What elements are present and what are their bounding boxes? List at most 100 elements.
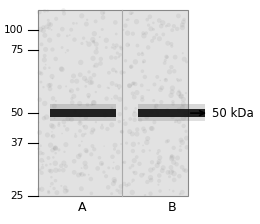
Point: [40, 166, 44, 169]
Point: [118, 45, 122, 49]
Point: [128, 166, 132, 170]
Point: [49, 23, 53, 26]
Point: [132, 110, 136, 114]
Point: [161, 166, 165, 169]
Point: [39, 80, 43, 84]
Point: [176, 79, 180, 83]
Point: [65, 128, 69, 131]
Point: [158, 79, 162, 82]
Point: [80, 42, 84, 45]
Point: [164, 78, 168, 81]
Point: [76, 88, 80, 91]
Point: [57, 123, 61, 127]
Point: [64, 164, 68, 168]
Point: [131, 142, 135, 146]
Point: [87, 70, 91, 74]
Point: [113, 21, 118, 24]
Point: [115, 51, 119, 55]
Point: [150, 39, 154, 43]
Point: [176, 14, 180, 18]
Point: [62, 161, 66, 165]
Point: [155, 110, 159, 114]
Point: [154, 107, 158, 111]
Bar: [50, 117, 116, 121]
Point: [169, 42, 173, 46]
Point: [167, 23, 171, 27]
Point: [37, 147, 41, 151]
Point: [130, 84, 134, 87]
Point: [118, 112, 122, 116]
Point: [57, 121, 61, 125]
Point: [127, 43, 131, 47]
Point: [127, 183, 131, 186]
Point: [134, 20, 139, 24]
Point: [169, 94, 173, 97]
Point: [171, 100, 175, 103]
Point: [50, 48, 55, 51]
Point: [179, 138, 183, 142]
Point: [92, 101, 96, 105]
Point: [146, 23, 151, 27]
Point: [92, 128, 96, 132]
Point: [76, 155, 81, 158]
Point: [142, 59, 146, 63]
Point: [141, 31, 145, 35]
Point: [44, 115, 49, 119]
Point: [132, 170, 136, 174]
Point: [172, 160, 176, 164]
Point: [167, 175, 172, 179]
Point: [142, 34, 146, 38]
Point: [150, 160, 154, 164]
Point: [53, 146, 57, 150]
Point: [89, 177, 93, 181]
Point: [114, 95, 118, 99]
Point: [63, 189, 67, 193]
Point: [55, 191, 59, 194]
Point: [141, 149, 145, 153]
Point: [141, 127, 146, 131]
Point: [179, 94, 183, 98]
Point: [161, 33, 165, 36]
Point: [42, 58, 47, 62]
Point: [81, 124, 86, 128]
Point: [94, 90, 98, 94]
Point: [42, 160, 46, 163]
Point: [38, 168, 42, 172]
Point: [146, 137, 150, 140]
Point: [43, 34, 47, 37]
Point: [101, 11, 105, 14]
Point: [94, 120, 98, 124]
Point: [177, 108, 181, 112]
Point: [49, 143, 53, 147]
Point: [150, 127, 154, 130]
Point: [84, 165, 88, 169]
Point: [178, 91, 182, 95]
Point: [64, 85, 68, 88]
Point: [84, 40, 89, 43]
Point: [90, 131, 94, 134]
Point: [105, 97, 109, 100]
Point: [145, 141, 149, 144]
Point: [47, 66, 51, 70]
Point: [124, 107, 128, 110]
Point: [40, 43, 44, 46]
Point: [110, 123, 114, 127]
Point: [90, 103, 94, 106]
Point: [158, 156, 162, 159]
Point: [47, 190, 51, 193]
Point: [140, 95, 144, 99]
Point: [57, 85, 62, 89]
Point: [47, 22, 51, 26]
Point: [57, 148, 61, 152]
Point: [171, 169, 175, 173]
Point: [113, 46, 117, 50]
Point: [65, 34, 69, 38]
Point: [111, 68, 115, 72]
Point: [43, 54, 47, 58]
Point: [128, 130, 132, 133]
Point: [99, 62, 103, 65]
Point: [92, 147, 96, 151]
Point: [170, 86, 174, 90]
Point: [66, 49, 70, 52]
Point: [141, 144, 145, 147]
